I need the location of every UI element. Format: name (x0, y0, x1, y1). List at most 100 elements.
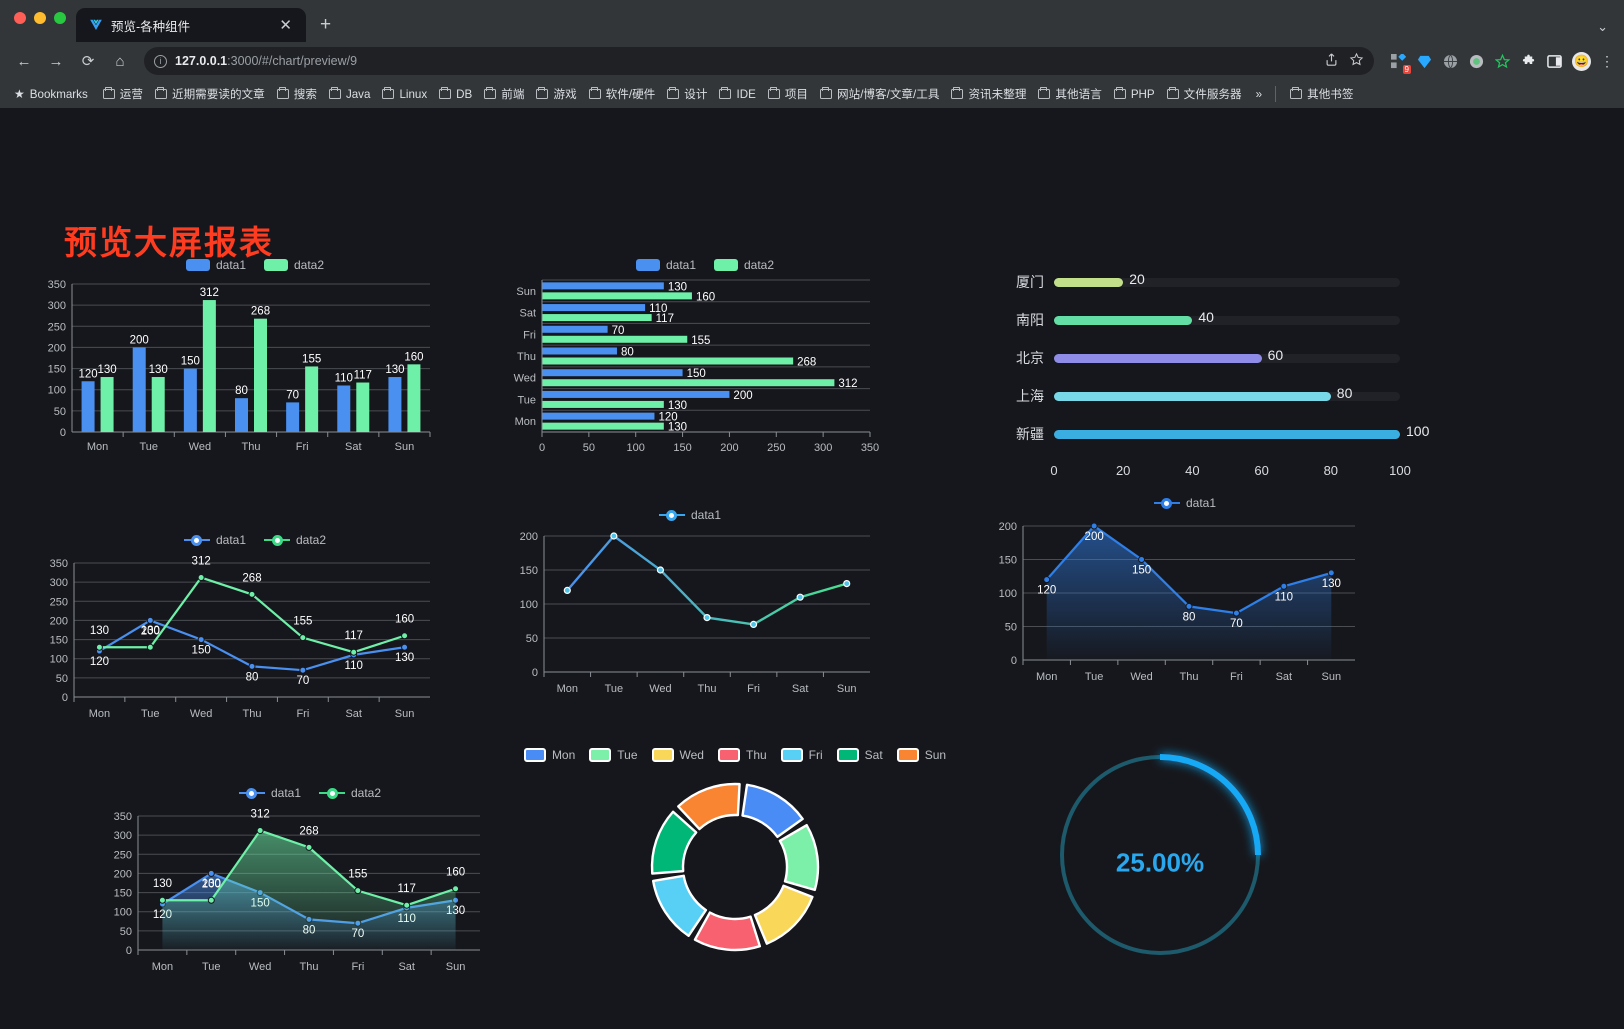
diamond-icon[interactable] (1416, 53, 1433, 70)
bookmark-item[interactable]: 项目 (762, 83, 814, 105)
bookmarks-overflow-button[interactable]: » (1255, 87, 1263, 101)
chart-area-two-series[interactable]: data1 data2 0 50 100 150 200 250 300 350 Mon Tue W… (90, 786, 490, 1001)
bookmark-item[interactable]: 运营 (97, 83, 149, 105)
back-button[interactable]: ← (16, 52, 32, 70)
folder-icon (767, 87, 780, 99)
puzzle-icon[interactable] (1520, 53, 1537, 70)
chart-progress-bars[interactable]: 厦门 20 南阳 40 北京 60 上海 80 新疆 100 0 20 40 60 80 100 (1000, 263, 1429, 481)
legend-item[interactable]: data1 (635, 258, 696, 272)
svg-text:130: 130 (395, 652, 414, 664)
bookmark-item[interactable]: 搜索 (271, 83, 323, 105)
bookmark-item[interactable]: Linux (376, 85, 433, 104)
profile-avatar[interactable]: 😀 (1572, 51, 1591, 71)
progress-fill (1054, 315, 1193, 325)
window-controls[interactable] (14, 12, 66, 24)
chart-vertical-bar[interactable]: data1 data2 0 50 100 150 200 250 300 350 Mon 120 1… (30, 258, 440, 473)
bookmark-item[interactable]: 文件服务器 (1161, 83, 1248, 105)
progress-row[interactable]: 北京 60 (1000, 339, 1400, 377)
svg-text:110: 110 (649, 303, 667, 315)
chart-line-two-series[interactable]: data1 data2 0 50 100 150 200 250 300 350 Mon Tue W… (30, 533, 440, 748)
bookmark-other[interactable]: 其他书签 (1284, 83, 1359, 105)
extensions-grid-icon[interactable]: 9 (1390, 53, 1411, 74)
svg-text:200: 200 (999, 521, 1017, 533)
bookmark-item[interactable]: 设计 (661, 83, 713, 105)
bookmark-item[interactable]: 资讯未整理 (945, 83, 1032, 105)
close-tab-button[interactable]: ✕ (279, 17, 292, 34)
bookmark-item[interactable]: DB (433, 85, 478, 104)
svg-text:150: 150 (673, 442, 691, 454)
legend-item[interactable]: Fri (780, 748, 823, 762)
progress-fill (1054, 353, 1262, 363)
bookmark-root[interactable]: ★ Bookmarks (8, 84, 94, 104)
chart-horizontal-bar[interactable]: data1 data2 0 50 100 150 200 250 300 350 Sun 130 1… (500, 258, 890, 473)
green-star-icon[interactable] (1494, 53, 1511, 70)
svg-text:160: 160 (696, 291, 715, 303)
legend-item[interactable]: data2 (264, 533, 326, 547)
svg-text:Sat: Sat (519, 308, 536, 320)
bookmark-item[interactable]: 网站/博客/文章/工具 (814, 83, 945, 105)
close-window-button[interactable] (14, 12, 26, 24)
bookmark-label: 运营 (119, 88, 143, 101)
chart-donut[interactable]: Mon Tue Wed Thu Fri Sat Sun (490, 748, 980, 998)
url-text: 127.0.0.1:3000/#/chart/preview/9 (175, 54, 357, 68)
svg-text:0: 0 (539, 442, 545, 454)
green-dot-icon[interactable] (1468, 53, 1485, 70)
bookmark-item[interactable]: 前端 (478, 83, 530, 105)
legend-item[interactable]: data1 (238, 786, 301, 800)
maximize-window-button[interactable] (54, 12, 66, 24)
reload-button[interactable]: ⟳ (81, 53, 95, 70)
bookmark-item[interactable]: Java (323, 85, 377, 104)
legend-item[interactable]: data2 (264, 258, 324, 272)
legend-item[interactable]: data1 (185, 258, 246, 272)
progress-row[interactable]: 厦门 20 (1000, 263, 1400, 301)
globe-gray-icon[interactable] (1442, 53, 1459, 70)
legend-item[interactable]: data2 (714, 258, 774, 272)
svg-text:150: 150 (114, 888, 132, 900)
side-panel-icon[interactable] (1546, 53, 1563, 70)
svg-text:268: 268 (797, 357, 816, 369)
legend-item[interactable]: Wed (651, 748, 704, 762)
chevron-down-icon[interactable]: ⌄ (1597, 19, 1608, 34)
svg-text:70: 70 (286, 389, 299, 401)
legend-item[interactable]: Tue (589, 748, 638, 762)
svg-text:100: 100 (520, 599, 538, 611)
bookmark-item[interactable]: PHP (1108, 85, 1161, 104)
bookmark-item[interactable]: 其他语言 (1032, 83, 1107, 105)
svg-text:155: 155 (691, 335, 710, 347)
progress-row[interactable]: 上海 80 (1000, 377, 1400, 415)
legend-item[interactable]: data1 (1153, 496, 1216, 510)
progress-row[interactable]: 南阳 40 (1000, 301, 1400, 339)
share-icon[interactable] (1324, 52, 1339, 70)
bookmark-item[interactable]: 近期需要读的文章 (149, 83, 271, 105)
legend-item[interactable]: data1 (183, 533, 246, 547)
chart-gauge[interactable]: 25.00% (1035, 733, 1285, 993)
address-bar[interactable]: i 127.0.0.1:3000/#/chart/preview/9 (144, 47, 1374, 75)
bookmark-item[interactable]: 软件/硬件 (583, 83, 662, 105)
axis-tick: 60 (1254, 463, 1269, 478)
svg-text:130: 130 (90, 625, 109, 637)
legend-item[interactable]: data2 (319, 786, 381, 800)
bookmark-star-icon[interactable] (1349, 52, 1364, 70)
legend-item[interactable]: Mon (523, 748, 575, 762)
bookmark-item[interactable]: IDE (713, 85, 761, 104)
browser-chrome: 预览-各种组件 ✕ + ⌄ ← → ⟳ ⌂ i 127.0.0.1:3000/#… (0, 0, 1624, 108)
svg-text:155: 155 (302, 353, 321, 365)
legend-item[interactable]: Sun (896, 748, 946, 762)
minimize-window-button[interactable] (34, 12, 46, 24)
legend-item[interactable]: Sat (836, 748, 883, 762)
folder-icon (154, 87, 167, 99)
new-tab-button[interactable]: + (320, 14, 332, 35)
legend-item[interactable]: data1 (658, 508, 721, 522)
browser-tab[interactable]: 预览-各种组件 ✕ (76, 8, 306, 42)
legend-item[interactable]: Thu (717, 748, 767, 762)
forward-button[interactable]: → (48, 52, 64, 70)
home-button[interactable]: ⌂ (115, 52, 125, 70)
svg-text:130: 130 (1322, 578, 1341, 590)
chart-area-single[interactable]: data1 0 50 100 150 200 Mon Tue Wed Thu Fri Sat Sun 1… (975, 496, 1365, 711)
svg-text:130: 130 (668, 422, 687, 434)
chart-smooth-gradient-line[interactable]: data1 0 50 100 150 200 Mon Tue Wed Thu Fri Sat Sun (500, 508, 880, 723)
site-info-icon[interactable]: i (154, 54, 167, 68)
progress-row[interactable]: 新疆 100 (1000, 415, 1429, 453)
bookmark-item[interactable]: 游戏 (530, 83, 582, 105)
browser-menu-button[interactable]: ⋮ (1600, 52, 1614, 69)
